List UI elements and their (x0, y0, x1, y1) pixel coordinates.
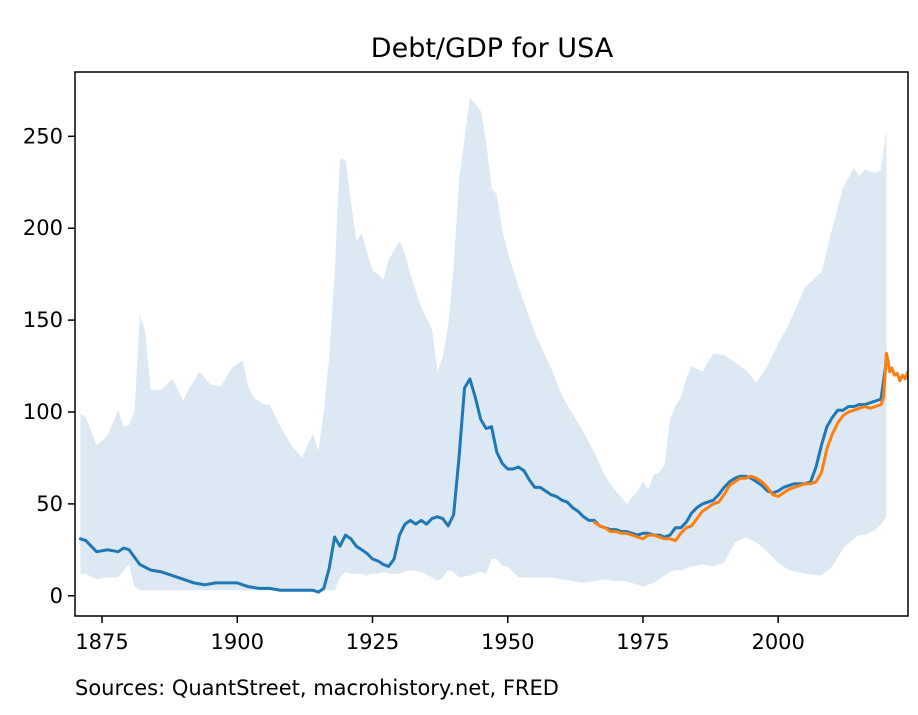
x-tick-label: 1900 (211, 630, 264, 654)
series-line-1 (78, 359, 888, 594)
range-band (80, 97, 887, 591)
series-line-2 (592, 351, 908, 543)
x-axis: 1875 1900 1925 1950 1975 2000 (75, 616, 805, 654)
y-tick-label: 250 (23, 124, 63, 148)
source-annotation: Sources: QuantStreet, macrohistory.net, … (75, 676, 559, 700)
x-tick-label: 1925 (346, 630, 399, 654)
y-tick-label: 50 (36, 492, 63, 516)
y-tick-label: 150 (23, 308, 63, 332)
y-axis: 0 50 100 150 200 250 (23, 124, 75, 608)
plot-frame (74, 71, 909, 617)
y-tick-label: 0 (50, 584, 63, 608)
x-tick-label: 2000 (751, 630, 804, 654)
x-tick-label: 1875 (75, 630, 128, 654)
y-tick-label: 200 (23, 216, 63, 240)
x-tick-label: 1975 (616, 630, 669, 654)
chart-title: Debt/GDP for USA (371, 33, 614, 64)
x-tick-label: 1950 (481, 630, 534, 654)
y-tick-label: 100 (23, 400, 63, 424)
